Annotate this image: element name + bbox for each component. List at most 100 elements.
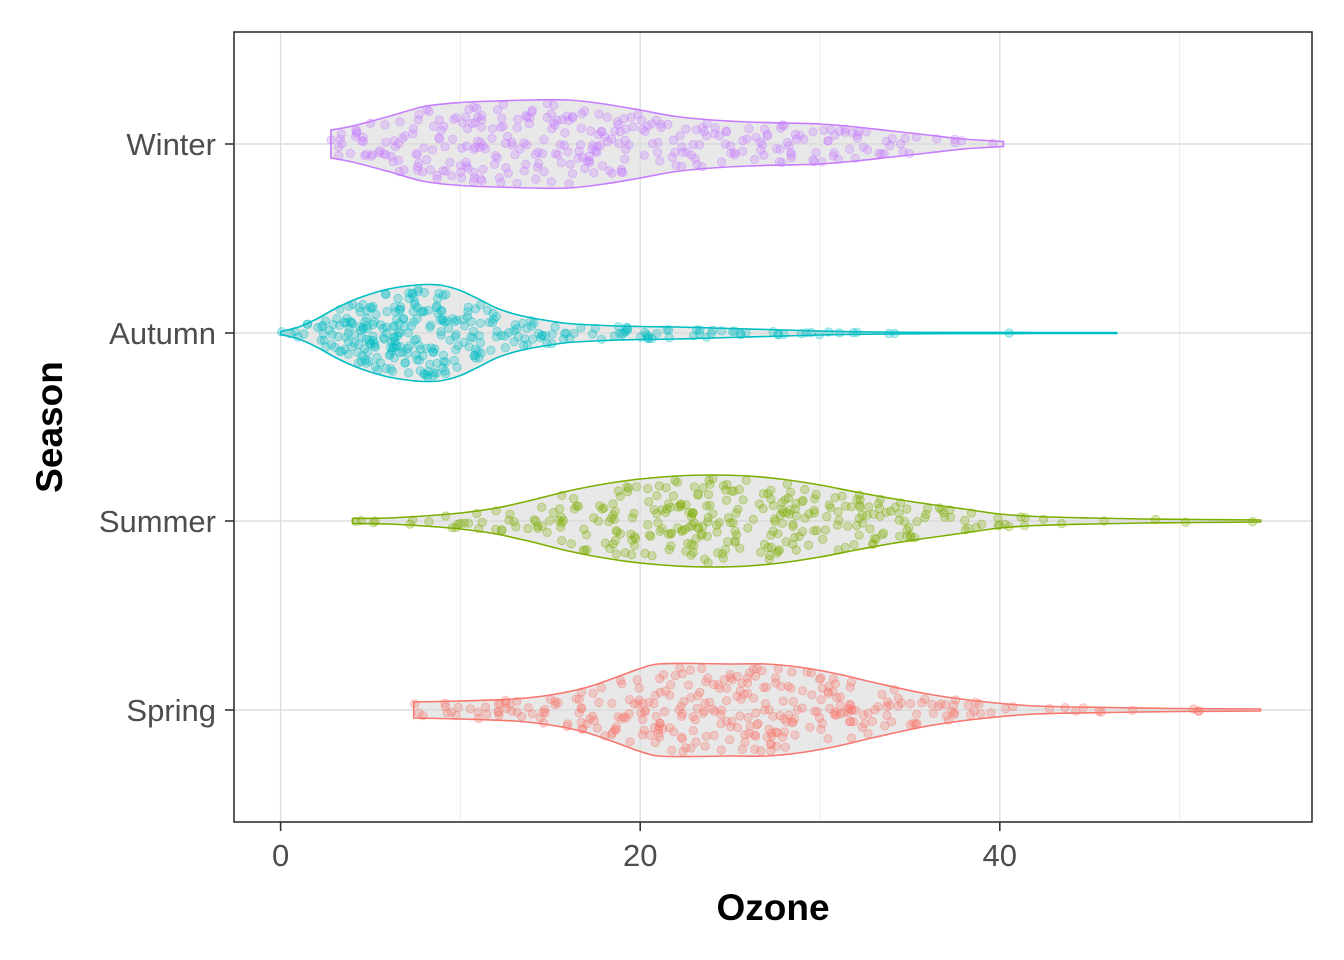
data-point [683,680,694,690]
data-point [830,493,840,503]
data-point [759,539,770,549]
data-point [698,521,708,532]
data-point [542,112,552,123]
data-point [587,144,597,154]
data-point [497,524,507,535]
data-point [863,708,873,718]
data-point [655,718,665,729]
data-point [451,329,461,339]
data-point [826,125,836,135]
data-point [854,513,864,524]
data-point [868,539,878,550]
data-point [388,342,398,353]
data-point [475,318,485,328]
data-point [351,128,362,138]
data-point [826,503,836,513]
data-point [690,715,700,725]
data-point [576,687,587,697]
data-point [617,679,627,689]
data-point [440,369,451,379]
data-point [811,148,821,158]
data-point [510,150,520,160]
data-point [620,135,630,145]
data-point [415,344,426,354]
data-point [684,522,695,532]
data-point [735,543,745,553]
data-point [699,127,709,137]
data-point [433,308,443,318]
data-point [808,127,818,137]
data-point [381,363,391,374]
data-point [623,486,633,497]
data-point [546,177,557,187]
data-point [474,331,484,341]
data-point [318,320,328,331]
data-point [550,696,560,706]
data-point [812,525,822,536]
data-point [539,167,549,177]
data-point [467,118,477,129]
data-point [701,677,711,687]
data-point [759,150,769,160]
data-point [1001,704,1011,714]
data-point [436,305,446,315]
data-point [607,727,618,738]
data-point [710,706,720,716]
data-point [534,328,544,339]
data-point [831,710,841,720]
data-point [690,154,700,164]
data-point [895,531,905,541]
data-point [922,503,933,514]
data-point [688,711,698,722]
data-point [681,743,691,753]
data-point [412,354,422,365]
data-point [994,520,1005,530]
data-point [387,366,397,376]
data-point [535,713,545,723]
data-point [837,491,847,501]
data-point [988,138,998,148]
data-point [730,150,740,160]
data-point [641,330,652,340]
data-point [425,359,435,369]
data-point [752,663,762,674]
data-point [702,119,712,129]
data-point [540,708,550,718]
data-point [560,328,570,338]
data-point [493,706,503,717]
data-point [893,693,903,703]
data-point [455,167,466,177]
data-point [970,697,981,707]
data-point [960,515,970,526]
data-point [448,134,458,144]
jitter-points-winter [326,99,998,189]
data-point [394,319,404,329]
data-point [833,545,843,555]
data-point [790,504,800,514]
data-point [971,522,981,533]
data-point [333,142,344,152]
data-point [976,519,987,530]
data-point [779,727,790,737]
data-point [779,714,789,724]
data-point [781,717,792,727]
data-point [697,162,707,172]
data-point [675,663,685,673]
data-point [631,482,642,492]
data-point [688,140,698,150]
data-point [782,137,793,148]
data-point [862,145,873,155]
data-point [622,325,633,335]
data-point [730,526,740,536]
data-point [910,533,920,543]
data-point [523,523,533,534]
data-point [854,530,864,540]
data-point [840,124,850,134]
data-point [529,318,539,328]
data-point [775,510,785,520]
data-point [582,545,592,555]
data-point [667,745,677,755]
data-point [592,723,602,733]
data-point [675,131,685,141]
data-point [395,304,406,314]
